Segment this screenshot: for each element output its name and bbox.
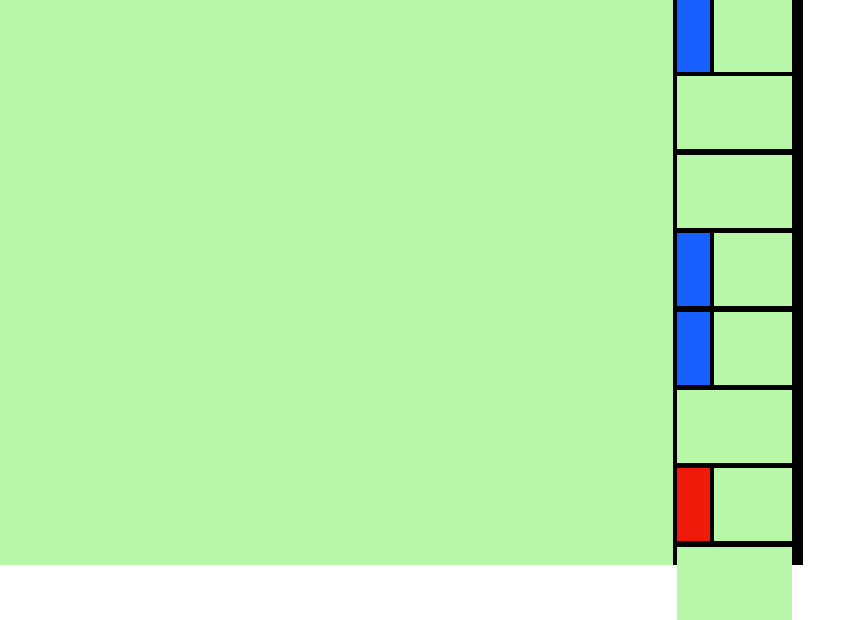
column-cell[interactable]	[677, 311, 792, 385]
play-field	[0, 0, 674, 565]
column-cell[interactable]	[677, 468, 792, 542]
blue-marker	[677, 311, 710, 385]
blue-marker	[677, 0, 710, 72]
column-cell[interactable]	[677, 154, 792, 228]
blue-marker	[677, 233, 710, 307]
marker-divider	[710, 311, 714, 385]
marker-divider	[710, 0, 714, 72]
column-cell[interactable]	[677, 390, 792, 463]
column-cell[interactable]	[677, 76, 792, 150]
marker-divider	[710, 468, 714, 542]
column-cell[interactable]	[677, 546, 792, 620]
column-cell[interactable]	[677, 0, 792, 72]
side-column	[673, 0, 803, 620]
marker-divider	[710, 233, 714, 307]
column-cell[interactable]	[677, 233, 792, 307]
red-marker	[677, 468, 710, 542]
